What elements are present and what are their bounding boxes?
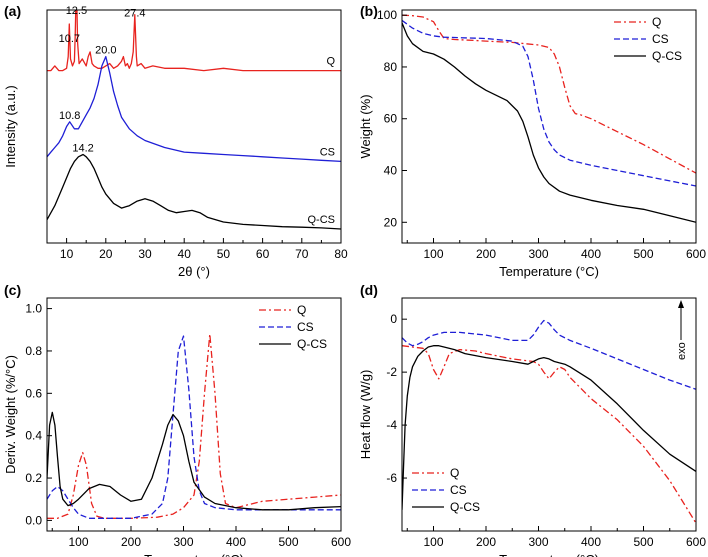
legend-label: Q <box>450 466 459 480</box>
series-line-cs <box>47 55 341 163</box>
series-line-cs <box>402 19 696 187</box>
series-line-cs <box>47 335 341 519</box>
series-label: Q <box>326 56 335 68</box>
x-tick-label: 80 <box>334 247 348 261</box>
peak-label: 12.5 <box>66 5 87 17</box>
y-tick-label: 40 <box>384 164 398 178</box>
series-line-q <box>402 345 696 524</box>
series-line-q <box>402 14 696 174</box>
series-line-q-cs <box>47 411 341 511</box>
x-tick-label: 400 <box>581 535 601 549</box>
x-tick-label: 60 <box>256 247 270 261</box>
plot-frame <box>46 297 342 532</box>
y-tick-label: 0 <box>390 312 397 326</box>
plot-frame <box>46 9 342 244</box>
peak-label: 14.2 <box>72 142 93 154</box>
series-line-q-cs <box>47 153 341 230</box>
y-tick-label: 0.0 <box>25 513 42 527</box>
y-tick-label: 0.8 <box>25 344 42 358</box>
x-tick-label: 100 <box>423 247 443 261</box>
panel-d: (d) 100 200 300 400 500 600 0 -2 -4 -6 Temperature … <box>358 282 706 557</box>
legend-label: CS <box>450 483 467 497</box>
x-tick-label: 50 <box>217 247 231 261</box>
panel-label: (d) <box>360 282 378 298</box>
y-tick-label: 100 <box>377 8 397 22</box>
x-tick-label: 70 <box>295 247 309 261</box>
x-tick-label: 100 <box>423 535 443 549</box>
y-tick-label: 0.2 <box>25 471 42 485</box>
x-tick-label: 200 <box>121 535 141 549</box>
panel-label: (c) <box>4 282 21 298</box>
x-tick-label: 600 <box>331 535 351 549</box>
x-tick-label: 400 <box>581 247 601 261</box>
exo-arrow-icon <box>678 300 684 340</box>
panel-a: (a) 10 20 30 40 50 60 70 80 2θ (°) Intensity (a.u.… <box>3 3 348 279</box>
peak-label: 27.4 <box>124 7 145 19</box>
y-tick-label: 80 <box>384 60 398 74</box>
x-tick-label: 100 <box>68 535 88 549</box>
legend-label: CS <box>652 32 669 46</box>
series-line-q <box>47 10 341 72</box>
y-axis-label: Deriv. Weight (%/°C) <box>3 355 18 474</box>
series-line-q-cs <box>402 345 696 510</box>
y-tick-label: -4 <box>386 418 397 432</box>
panel-label: (b) <box>360 3 378 19</box>
x-tick-label: 40 <box>178 247 192 261</box>
peak-label: 20.0 <box>95 45 116 57</box>
panel-b: (b)100 200 300 400 500 60020406080100Temperat… <box>358 3 706 279</box>
peak-label: 10.8 <box>59 110 80 122</box>
legend: Q CS Q-CS <box>259 303 327 351</box>
x-tick-label: 30 <box>138 247 152 261</box>
y-tick-label: 0.4 <box>25 429 42 443</box>
plot-frame <box>401 9 697 244</box>
x-tick-label: 500 <box>633 247 653 261</box>
x-tick-label: 10 <box>60 247 74 261</box>
exo-label: exo <box>676 342 688 360</box>
series-line-cs <box>402 319 696 390</box>
x-axis-label: Temperature (°C) <box>499 264 599 279</box>
x-tick-label: 20 <box>99 247 113 261</box>
x-tick-label: 300 <box>528 247 548 261</box>
y-tick-label: 1.0 <box>25 302 42 316</box>
x-tick-label: 200 <box>476 535 496 549</box>
x-tick-label: 500 <box>633 535 653 549</box>
x-tick-label: 400 <box>226 535 246 549</box>
series-line-q-cs <box>402 22 696 223</box>
legend-label: Q-CS <box>297 337 327 351</box>
peak-label: 10.7 <box>59 33 80 45</box>
legend-label: CS <box>297 320 314 334</box>
x-axis-label: Temperature (°C) <box>499 552 599 557</box>
y-axis-label: Intensity (a.u.) <box>3 85 18 167</box>
y-tick-label: 60 <box>384 112 398 126</box>
x-tick-label: 500 <box>278 535 298 549</box>
legend: Q CS Q-CS <box>614 15 682 63</box>
y-tick-label: -2 <box>386 365 397 379</box>
series-label: CS <box>320 146 335 158</box>
legend: Q CS Q-CS <box>412 466 480 514</box>
y-tick-label: -6 <box>386 471 397 485</box>
x-tick-label: 300 <box>173 535 193 549</box>
y-tick-label: 0.6 <box>25 386 42 400</box>
legend-label: Q-CS <box>652 49 682 63</box>
x-tick-label: 600 <box>686 247 706 261</box>
panel-c: (c) 100 200 300 400 500 600 0.0 0.2 0.4 0.6 0.8 1.0 T… <box>3 282 351 557</box>
y-axis-label: Weight (%) <box>358 94 373 158</box>
legend-label: Q-CS <box>450 500 480 514</box>
y-tick-label: 20 <box>384 215 398 229</box>
x-tick-label: 600 <box>686 535 706 549</box>
x-tick-label: 200 <box>476 247 496 261</box>
series-label: Q-CS <box>308 214 336 226</box>
y-axis-label: Heat flow (W/g) <box>358 370 373 460</box>
panel-label: (a) <box>4 3 21 19</box>
x-axis-label: 2θ (°) <box>178 264 210 279</box>
x-tick-label: 300 <box>528 535 548 549</box>
series-line-q <box>47 333 341 519</box>
legend-label: Q <box>652 15 661 29</box>
x-axis-label: Temperature (°C) <box>144 552 244 557</box>
plot-frame <box>401 297 697 532</box>
legend-label: Q <box>297 303 306 317</box>
